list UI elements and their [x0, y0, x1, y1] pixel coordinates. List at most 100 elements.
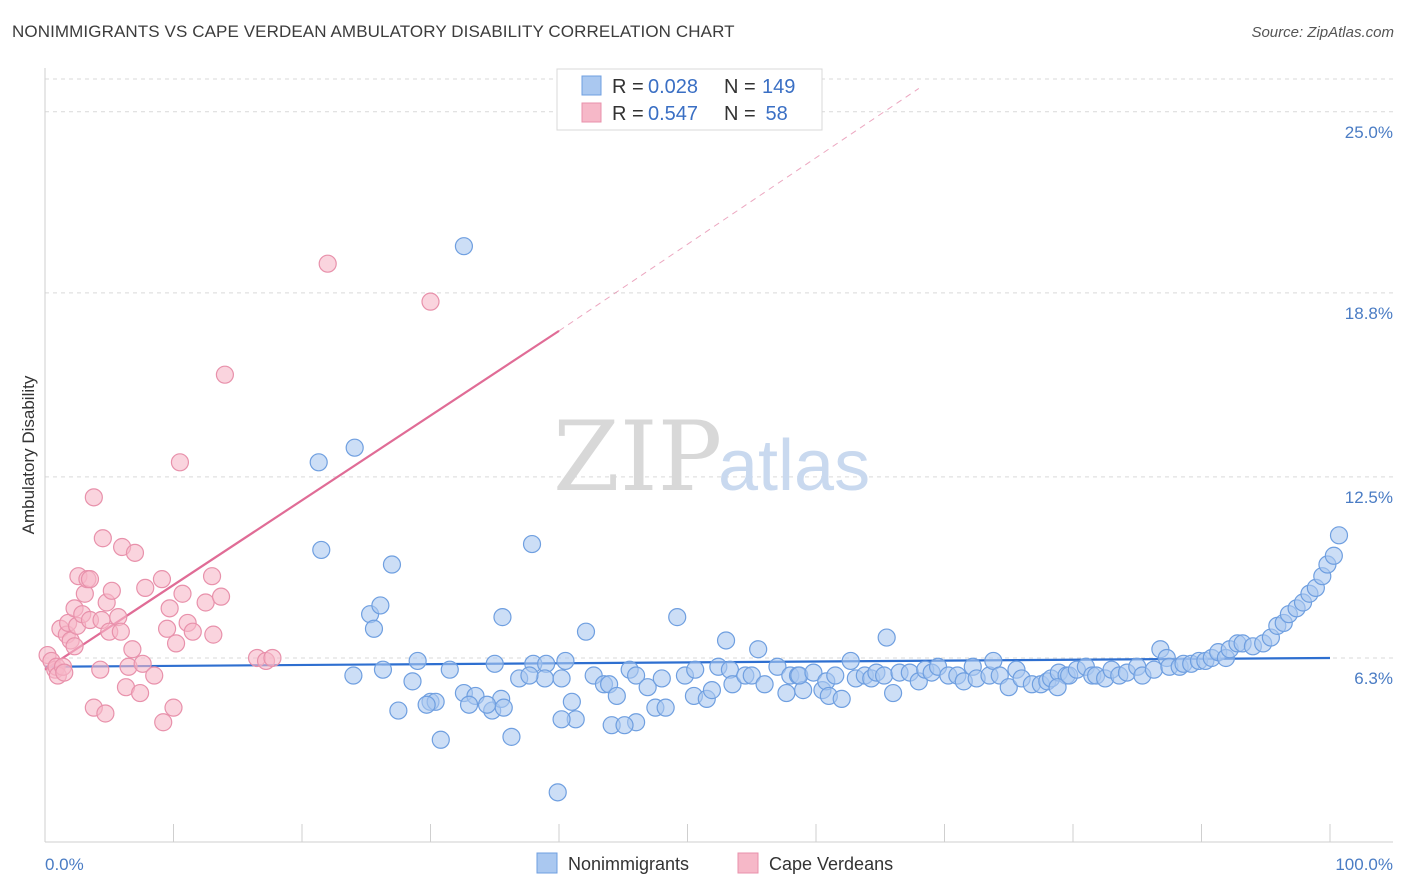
point-cape-verdeans-36 [130, 683, 150, 703]
point-nonimmigrants-65 [832, 689, 851, 708]
point-cape-verdeans-51 [202, 567, 222, 586]
point-nonimmigrants-73 [883, 683, 903, 703]
point-cape-verdeans-58 [318, 254, 337, 273]
point-nonimmigrants-46 [702, 681, 722, 700]
point-cape-verdeans-35 [125, 543, 145, 562]
tick-labels: 6.3% 12.5% 18.8% 25.0% 0.0% 100.0% [45, 123, 1393, 874]
grid-lines [45, 78, 1393, 659]
point-nonimmigrants-88 [999, 678, 1018, 697]
point-nonimmigrants-9 [493, 608, 512, 627]
point-nonimmigrants-38 [638, 678, 657, 697]
point-cape-verdeans-37 [133, 654, 152, 673]
point-cape-verdeans-34 [123, 640, 142, 659]
legend-swatch-nonimmigrants [581, 75, 602, 96]
point-cape-verdeans-20 [84, 488, 103, 507]
point-nonimmigrants-150 [520, 666, 539, 685]
point-cape-verdeans-41 [154, 713, 173, 732]
legend-r-value-2: 0.547 [648, 103, 698, 125]
point-nonimmigrants-97 [1048, 678, 1067, 697]
legend-r-label-1: R = [612, 76, 644, 98]
point-cape-verdeans-39 [145, 666, 164, 685]
y-tick-label-1: 12.5% [1345, 488, 1393, 507]
point-nonimmigrants-35 [607, 686, 626, 706]
point-nonimmigrants-43 [686, 660, 705, 679]
point-cape-verdeans-30 [111, 622, 130, 641]
point-nonimmigrants-16 [485, 654, 504, 673]
point-cape-verdeans-42 [157, 619, 177, 638]
point-nonimmigrants-60 [804, 663, 823, 682]
x-tick-label-1: 100.0% [1335, 855, 1393, 874]
legend-n-value-1: 149 [762, 76, 795, 98]
point-nonimmigrants-139 [389, 701, 408, 720]
point-nonimmigrants-8 [371, 596, 390, 615]
point-nonimmigrants-151 [548, 783, 567, 802]
point-nonimmigrants-0 [454, 237, 474, 256]
legend-n-label-2: N = [724, 103, 756, 125]
point-nonimmigrants-66 [841, 651, 860, 671]
point-nonimmigrants-145 [615, 716, 634, 735]
point-nonimmigrants-52 [749, 640, 768, 659]
point-nonimmigrants-1 [309, 453, 328, 472]
y-axis-label: Ambulatory Disability [19, 375, 38, 534]
source-label: Source: ZipAtlas.com [1251, 24, 1394, 41]
point-cape-verdeans-22 [91, 660, 110, 679]
watermark-atlas: atlas [718, 426, 870, 506]
point-cape-verdeans-53 [211, 587, 231, 606]
point-cape-verdeans-46 [170, 453, 190, 472]
point-nonimmigrants-64 [826, 666, 845, 685]
legend-r-label-2: R = [612, 103, 644, 125]
point-cape-verdeans-54 [215, 365, 234, 384]
legend-n-value-2: 58 [760, 103, 788, 125]
trend-line-cape-verdeans [44, 329, 560, 671]
point-nonimmigrants-7 [364, 619, 384, 638]
point-nonimmigrants-72 [877, 628, 896, 647]
point-cape-verdeans-28 [102, 581, 121, 600]
bottom-legend-swatch-cape-verdeans [737, 852, 759, 874]
point-nonimmigrants-49 [723, 675, 742, 694]
point-cape-verdeans-7 [55, 663, 74, 682]
point-nonimmigrants-14 [408, 651, 427, 671]
point-nonimmigrants-12 [716, 631, 736, 650]
y-tick-label-0: 6.3% [1354, 669, 1393, 688]
watermark-zip: ZIP [553, 401, 722, 513]
point-nonimmigrants-71 [875, 666, 894, 685]
point-nonimmigrants-30 [552, 669, 571, 688]
y-tick-label-3: 25.0% [1345, 123, 1393, 142]
point-nonimmigrants-55 [777, 683, 796, 703]
point-nonimmigrants-51 [742, 666, 761, 685]
point-nonimmigrants-147 [431, 730, 450, 749]
point-nonimmigrants-40 [656, 698, 675, 717]
point-nonimmigrants-11 [668, 608, 687, 627]
point-nonimmigrants-37 [626, 666, 646, 685]
point-nonimmigrants-2 [345, 438, 364, 457]
legend-r-value-1: 0.028 [648, 76, 698, 98]
point-cape-verdeans-52 [204, 625, 223, 644]
y-tick-label-2: 18.8% [1345, 304, 1393, 323]
point-nonimmigrants-148 [417, 695, 436, 714]
point-cape-verdeans-24 [93, 529, 112, 548]
point-nonimmigrants-27 [494, 698, 513, 717]
point-nonimmigrants-20 [403, 672, 422, 691]
point-nonimmigrants-54 [768, 657, 787, 676]
legend-n-label-1: N = [724, 76, 756, 98]
x-tick-label-0: 0.0% [45, 855, 84, 874]
point-cape-verdeans-11 [65, 637, 84, 656]
point-cape-verdeans-38 [136, 578, 155, 597]
axes [44, 68, 1393, 843]
point-nonimmigrants-10 [576, 622, 596, 641]
point-cape-verdeans-57 [263, 648, 282, 668]
point-nonimmigrants-15 [440, 660, 459, 679]
point-cape-verdeans-44 [164, 698, 183, 717]
trend-lines [44, 88, 1331, 671]
point-nonimmigrants-138 [344, 666, 363, 685]
point-cape-verdeans-50 [196, 593, 215, 612]
point-nonimmigrants-3 [312, 540, 331, 560]
data-points [38, 237, 1349, 802]
legend-bottom: Nonimmigrants Cape Verdeans [536, 852, 893, 874]
legend-swatch-cape-verdeans [581, 102, 602, 123]
point-nonimmigrants-19 [556, 651, 575, 671]
point-nonimmigrants-5 [522, 534, 542, 554]
bottom-legend-swatch-nonimmigrants [536, 852, 558, 874]
point-nonimmigrants-149 [477, 695, 497, 714]
